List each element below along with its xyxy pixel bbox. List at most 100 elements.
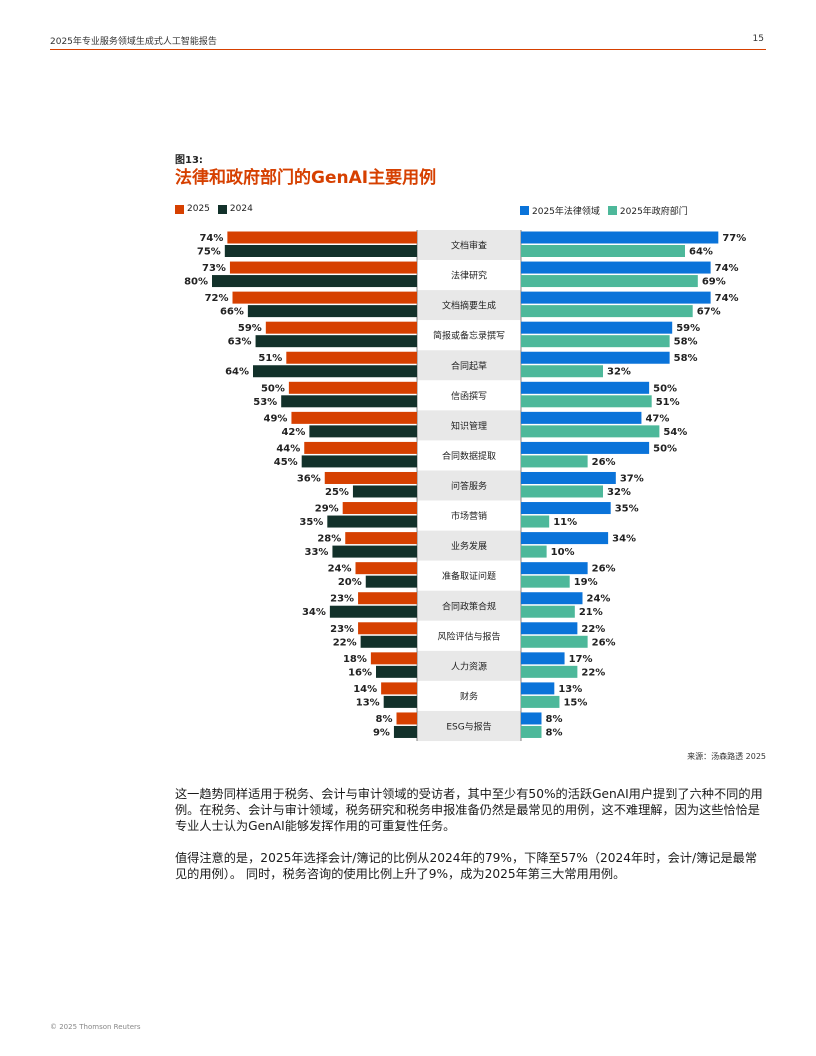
bar-2025: [288, 381, 417, 394]
bar-legal-2025: [521, 351, 670, 364]
bar-2025: [370, 652, 417, 665]
data-label-gov: 58%: [674, 337, 698, 348]
data-label-2025: 24%: [328, 564, 352, 575]
data-label-gov: 22%: [581, 667, 605, 678]
bar-legal-2025: [521, 712, 542, 725]
data-label-2024: 9%: [373, 727, 390, 738]
bar-gov-2025: [521, 635, 588, 648]
bar-gov-2025: [521, 575, 570, 588]
bar-gov-2025: [521, 305, 693, 318]
figure-label: 图13:: [175, 155, 203, 166]
legend-item-2025: 2025: [175, 204, 210, 214]
data-label-2025: 14%: [353, 684, 377, 695]
category-label: 简报或备忘录撰写: [433, 330, 505, 342]
data-label-legal: 47%: [645, 413, 669, 424]
bar-2024: [247, 305, 417, 318]
category-cell: [417, 560, 521, 591]
data-label-2025: 59%: [238, 323, 262, 334]
bar-legal-2025: [521, 411, 642, 424]
category-label: 文档摘要生成: [442, 300, 496, 312]
bar-legal-2025: [521, 231, 719, 244]
bar-2024: [253, 365, 417, 378]
data-label-legal: 8%: [546, 714, 563, 725]
data-label-2025: 51%: [258, 353, 282, 364]
bar-2024: [255, 335, 417, 348]
data-label-2025: 49%: [264, 413, 288, 424]
bar-2024: [332, 545, 417, 558]
data-label-gov: 15%: [563, 697, 587, 708]
bar-2025: [227, 231, 417, 244]
data-label-2024: 35%: [299, 517, 323, 528]
data-label-legal: 50%: [653, 443, 677, 454]
data-label-legal: 34%: [612, 534, 636, 545]
category-label: ESG与报告: [446, 720, 491, 732]
bar-legal-2025: [521, 502, 611, 515]
bar-gov-2025: [521, 695, 560, 708]
bar-gov-2025: [521, 665, 578, 678]
legend-swatch-gov: [607, 206, 617, 215]
data-label-2025: 74%: [199, 233, 223, 244]
bar-2025: [381, 682, 417, 695]
bar-legal-2025: [521, 261, 711, 274]
data-label-legal: 59%: [676, 323, 700, 334]
bar-legal-2025: [521, 622, 578, 635]
bar-gov-2025: [521, 245, 685, 257]
data-label-gov: 21%: [579, 607, 603, 618]
bar-2024: [281, 395, 417, 408]
bar-2025: [229, 261, 417, 274]
data-label-gov: 26%: [592, 637, 616, 648]
bar-2024: [327, 515, 417, 528]
bar-legal-2025: [521, 291, 711, 304]
bar-legal-2025: [521, 562, 588, 575]
category-label: 人力资源: [451, 660, 487, 672]
data-label-legal: 58%: [674, 353, 698, 364]
data-label-gov: 10%: [551, 547, 575, 558]
legend-left: 2025 2024: [175, 204, 261, 214]
bar-2024: [352, 485, 417, 498]
data-label-2024: 16%: [348, 667, 372, 678]
bar-gov-2025: [521, 365, 603, 378]
bar-gov-2025: [521, 455, 588, 468]
bar-legal-2025: [521, 532, 609, 545]
data-label-gov: 69%: [702, 277, 726, 288]
data-label-2025: 28%: [317, 534, 341, 545]
bar-2024: [224, 245, 417, 257]
category-cell: [417, 350, 521, 381]
body-paragraph-2: 值得注意的是，2025年选择会计/簿记的比例从2024年的79%，下降至57%（…: [175, 851, 758, 881]
category-label: 市场营销: [451, 510, 487, 522]
bar-2024: [383, 695, 417, 708]
page-number: 15: [752, 34, 764, 44]
bar-2024: [365, 575, 417, 588]
bar-legal-2025: [521, 471, 616, 484]
bar-gov-2025: [521, 395, 652, 408]
data-label-2025: 23%: [330, 594, 354, 605]
data-label-2024: 13%: [356, 697, 380, 708]
legend-swatch-2025: [175, 204, 184, 214]
bar-2024: [301, 455, 417, 468]
data-label-gov: 51%: [656, 397, 680, 408]
bar-legal-2025: [521, 652, 565, 665]
data-label-2024: 80%: [184, 277, 208, 288]
category-label: 合同数据提取: [442, 450, 496, 462]
bar-legal-2025: [521, 441, 650, 454]
chart-source: 来源：汤森路透 2025: [687, 752, 766, 761]
bar-2025: [286, 351, 417, 364]
bar-legal-2025: [521, 682, 555, 695]
data-label-2025: 18%: [343, 654, 367, 665]
data-label-2024: 53%: [253, 397, 277, 408]
data-label-2024: 75%: [197, 247, 221, 258]
category-cell: [417, 320, 521, 351]
category-label: 风险评估与报告: [437, 630, 500, 642]
bar-2024: [329, 605, 417, 618]
category-cell: [417, 470, 521, 501]
data-label-gov: 26%: [592, 457, 616, 468]
data-label-legal: 22%: [581, 624, 605, 635]
data-label-gov: 8%: [546, 727, 563, 738]
category-label: 法律研究: [451, 270, 487, 282]
data-label-gov: 19%: [574, 577, 598, 588]
bar-2025: [355, 562, 417, 575]
category-cell: [417, 680, 521, 711]
data-label-legal: 13%: [558, 684, 582, 695]
data-label-legal: 37%: [620, 473, 644, 484]
category-cell: [417, 290, 521, 321]
